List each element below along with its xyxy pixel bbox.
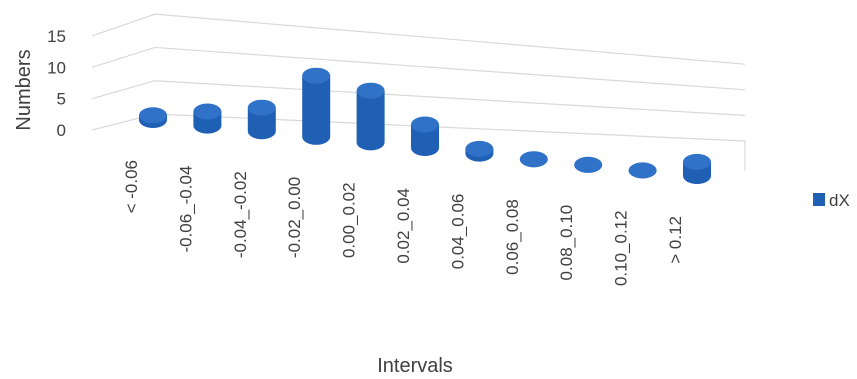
bar-0	[139, 107, 167, 128]
x-tick-label-9: 0.10_0.12	[612, 210, 631, 286]
gridline-5	[91, 80, 746, 116]
y-tick-label-0: 0	[57, 121, 66, 140]
bar-1	[193, 103, 222, 134]
bars	[139, 67, 711, 184]
x-tick-label-7: 0.06_0.08	[503, 199, 522, 275]
bar-body-3	[302, 75, 331, 145]
x-tick-label-10: > 0.12	[666, 216, 685, 264]
bar-5	[411, 116, 439, 156]
gridline-15	[91, 13, 746, 65]
bar-top-8	[574, 156, 603, 173]
bar-8	[574, 156, 603, 173]
bar-4	[356, 82, 385, 151]
bar-top-10	[683, 153, 711, 170]
x-tick-label-4: 0.00_0.02	[340, 182, 359, 258]
x-axis-title: Intervals	[377, 355, 453, 377]
bar-top-1	[193, 103, 222, 120]
bar-3	[302, 67, 331, 145]
y-tick-label-5: 5	[57, 90, 66, 109]
x-tick-label-1: -0.06_-0.04	[176, 166, 195, 253]
y-tick-label-10: 10	[47, 58, 66, 77]
gridline-10	[91, 46, 746, 91]
bar-top-5	[411, 116, 439, 133]
bar-body-5	[411, 124, 439, 156]
x-tick-label-5: 0.02_0.04	[394, 188, 413, 264]
bar-top-0	[139, 107, 167, 124]
legend-swatch-dx	[813, 193, 825, 206]
bar-2	[247, 99, 276, 140]
x-tick-label-2: -0.04_-0.02	[231, 171, 250, 258]
bar-top-2	[247, 99, 276, 116]
bar-top-7	[519, 151, 548, 168]
x-tick-label-6: 0.04_0.06	[448, 194, 467, 270]
bar-6	[465, 140, 494, 162]
legend-label-dx: dX	[829, 191, 850, 210]
bar-top-9	[628, 162, 657, 179]
y-axis-title: Numbers	[13, 49, 35, 130]
bar-top-6	[465, 140, 494, 157]
legend: dX	[813, 191, 850, 210]
bar-7	[519, 151, 548, 168]
y-tick-label-15: 15	[47, 27, 66, 46]
x-tick-label-3: -0.02_0.00	[285, 177, 304, 258]
bar-body-2	[247, 107, 276, 140]
bar-10	[683, 153, 711, 184]
x-tick-label-0: < -0.06	[122, 160, 141, 213]
x-axis-categories: < -0.06 -0.06_-0.04 -0.04_-0.02 -0.02_0.00 0…	[122, 160, 685, 286]
bar-body-4	[356, 90, 385, 151]
bar-9	[628, 162, 657, 179]
bar-top-3	[302, 67, 331, 84]
y-axis-ticks: 0 5 10 15	[47, 27, 66, 140]
x-tick-label-8: 0.08_0.10	[557, 205, 576, 281]
bar-top-4	[356, 82, 385, 99]
